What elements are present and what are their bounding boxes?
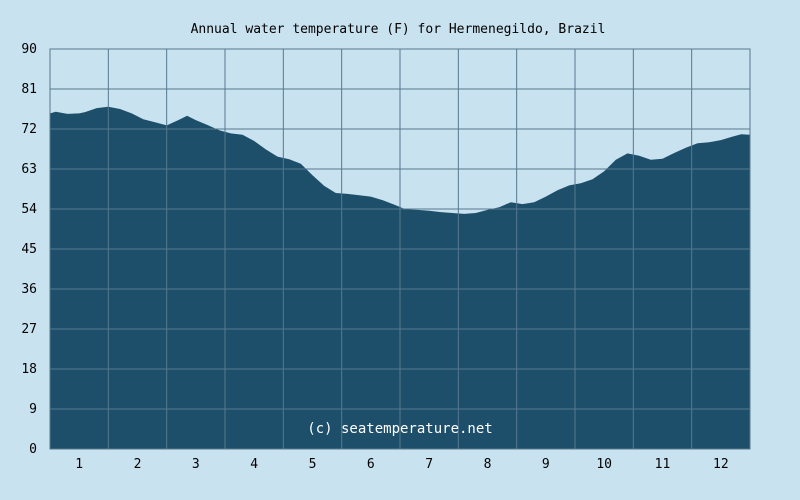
y-tick-label: 72	[21, 122, 37, 137]
x-tick-label: 4	[250, 457, 258, 472]
x-tick-label: 9	[542, 457, 550, 472]
y-tick-label: 18	[21, 362, 37, 377]
y-tick-label: 9	[29, 402, 37, 417]
y-tick-label: 90	[21, 42, 37, 57]
x-tick-label: 6	[367, 457, 375, 472]
x-tick-label: 10	[596, 457, 612, 472]
watermark: (c) seatemperature.net	[307, 421, 492, 437]
y-tick-label: 27	[21, 322, 37, 337]
x-tick-label: 1	[75, 457, 83, 472]
y-tick-label: 63	[21, 162, 37, 177]
plot-border	[49, 48, 751, 450]
y-tick-label: 0	[29, 442, 37, 457]
y-tick-label: 45	[21, 242, 37, 257]
x-tick-label: 11	[655, 457, 671, 472]
y-axis: 0 9 18 27 36 45 54 63 72 81 90	[21, 42, 37, 457]
y-tick-label: 54	[21, 202, 37, 217]
y-tick-label: 81	[21, 82, 37, 97]
x-tick-label: 8	[484, 457, 492, 472]
x-tick-label: 5	[309, 457, 317, 472]
x-tick-label: 3	[192, 457, 200, 472]
x-tick-label: 2	[134, 457, 142, 472]
chart-title: Annual water temperature (F) for Hermene…	[191, 22, 606, 37]
x-tick-label: 7	[425, 457, 433, 472]
y-tick-label: 36	[21, 282, 37, 297]
x-axis: 1 2 3 4 5 6 7 8 9 10 11 12	[75, 457, 728, 472]
x-tick-label: 12	[713, 457, 729, 472]
